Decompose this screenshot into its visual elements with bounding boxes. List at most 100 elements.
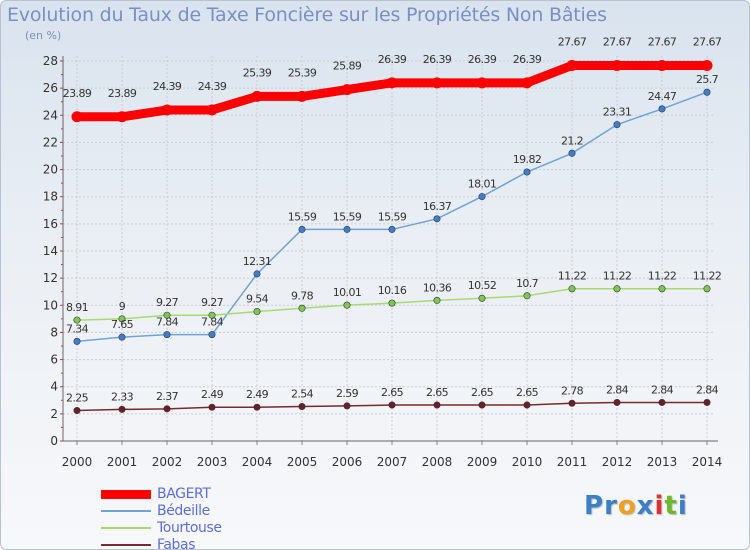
data-label: 2.25 (66, 391, 89, 404)
data-point (613, 398, 621, 406)
data-label: 2.65 (381, 386, 404, 399)
data-label: 2.65 (516, 386, 539, 399)
logo-letter: o (617, 491, 637, 521)
data-label: 8.91 (66, 301, 88, 314)
legend-swatch (101, 490, 151, 499)
data-point (388, 225, 396, 233)
logo-letter: P (584, 491, 605, 521)
y-tick-label: 14 (43, 244, 58, 258)
data-label: 15.59 (378, 210, 407, 223)
y-tick-label: 18 (43, 190, 58, 204)
legend-label: Bédeille (157, 503, 210, 519)
data-point (163, 331, 171, 339)
data-point (298, 225, 306, 233)
data-point (658, 285, 666, 293)
data-label: 7.34 (66, 322, 89, 335)
data-point (298, 304, 306, 312)
y-tick-label: 2 (50, 407, 58, 421)
data-point (208, 311, 216, 319)
x-tick-label: 2005 (287, 455, 318, 469)
data-label: 7.84 (156, 316, 179, 329)
x-tick-label: 2002 (152, 455, 183, 469)
y-tick-label: 12 (43, 271, 58, 285)
data-point (703, 398, 711, 406)
data-label: 2.37 (156, 390, 179, 403)
y-tick-label: 16 (43, 217, 58, 231)
data-point (253, 270, 261, 278)
data-label: 26.39 (468, 53, 497, 66)
data-point (478, 193, 486, 201)
chart-title: Evolution du Taux de Taxe Foncière sur l… (7, 4, 607, 26)
data-label: 25.89 (333, 60, 362, 73)
data-point (521, 77, 533, 89)
data-point (658, 105, 666, 113)
y-tick-label: 0 (50, 434, 58, 448)
x-tick-label: 2000 (62, 455, 93, 469)
data-label: 26.39 (378, 53, 407, 66)
data-label: 9 (119, 300, 126, 313)
data-point (433, 215, 441, 223)
data-point (296, 90, 308, 102)
data-point (206, 104, 218, 116)
y-tick-label: 24 (43, 108, 58, 122)
legend-item-tourtouse: Tourtouse (101, 520, 261, 537)
x-tick-label: 2007 (377, 455, 408, 469)
x-tick-label: 2006 (332, 455, 363, 469)
data-point (161, 104, 173, 116)
x-tick-label: 2003 (197, 455, 228, 469)
data-label: 24.39 (198, 80, 227, 93)
data-label: 2.84 (606, 383, 629, 396)
data-point (71, 111, 83, 123)
data-label: 11.22 (693, 270, 722, 283)
data-point (611, 59, 623, 71)
data-label: 15.59 (288, 210, 317, 223)
y-tick-label: 28 (43, 54, 58, 68)
data-point (73, 316, 81, 324)
data-label: 25.39 (243, 66, 272, 79)
data-point (343, 301, 351, 309)
data-point (73, 337, 81, 345)
data-point (613, 285, 621, 293)
data-point (343, 225, 351, 233)
data-label: 21.2 (561, 134, 583, 147)
data-label: 27.67 (603, 35, 632, 48)
data-point (478, 294, 486, 302)
x-tick-label: 2001 (107, 455, 138, 469)
x-tick-label: 2009 (467, 455, 498, 469)
data-label: 2.84 (696, 383, 719, 396)
data-label: 11.22 (603, 270, 632, 283)
y-tick-label: 4 (50, 380, 58, 394)
data-label: 10.52 (468, 279, 497, 292)
legend-label: Tourtouse (157, 520, 222, 536)
legend-item-bagert: BAGERT (101, 486, 261, 503)
legend-label: Fabas (157, 537, 196, 550)
data-point (703, 285, 711, 293)
data-point (523, 168, 531, 176)
x-tick-label: 2004 (242, 455, 273, 469)
data-label: 23.31 (603, 106, 632, 119)
y-tick-label: 20 (43, 163, 58, 177)
data-label: 12.31 (243, 255, 272, 268)
data-point (343, 402, 351, 410)
x-tick-label: 2011 (557, 455, 588, 469)
logo-letter: x (636, 491, 655, 521)
data-labels: 23.89 23.89 24.39 24.39 25.39 25.39 25.89 26.39… (63, 35, 723, 404)
data-label: 10.16 (378, 284, 407, 297)
data-point (251, 90, 263, 102)
data-label: 9.27 (201, 296, 224, 309)
data-label: 25.7 (696, 73, 719, 86)
x-tick-label: 2013 (647, 455, 678, 469)
data-point (341, 84, 353, 96)
data-point (388, 401, 396, 409)
y-tick-label: 26 (43, 81, 58, 95)
data-point (208, 403, 216, 411)
data-point (701, 59, 713, 71)
legend-item-fabas: Fabas (101, 537, 261, 550)
data-label: 24.39 (153, 80, 182, 93)
data-point (566, 59, 578, 71)
data-point (73, 406, 81, 414)
data-point (568, 285, 576, 293)
data-label: 27.67 (648, 35, 677, 48)
